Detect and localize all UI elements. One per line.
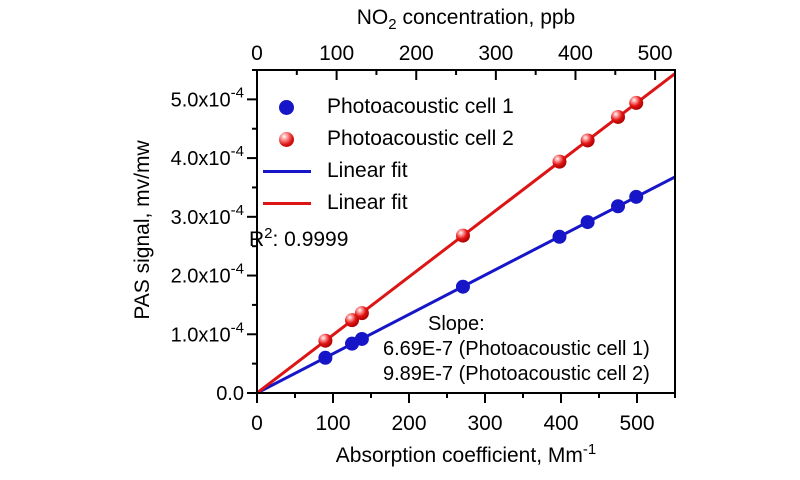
x-axis-title-text: Absorption coefficient, Mm xyxy=(335,444,583,467)
data-point-series-2 xyxy=(318,333,333,348)
legend: Photoacoustic cell 1 Photoacoustic cell … xyxy=(262,91,514,219)
series1-line-icon xyxy=(263,169,311,173)
legend-label: Photoacoustic cell 2 xyxy=(327,127,514,150)
top-axis-tick-label: 400 xyxy=(558,42,593,65)
legend-marker-wrap xyxy=(262,201,327,205)
x-axis-tick-label: 500 xyxy=(619,412,654,435)
slope-line-1: 6.69E-7 (Photoacoustic cell 1) xyxy=(383,338,650,360)
x-axis-tick-label: 200 xyxy=(391,412,426,435)
x-axis-tick-label: 400 xyxy=(543,412,578,435)
legend-marker-wrap xyxy=(262,169,327,173)
slope-title: Slope: xyxy=(428,313,485,335)
top-axis-title-text: concentration, ppb xyxy=(396,6,576,29)
top-axis-tick-label: 0 xyxy=(251,42,263,65)
x-axis-tick-label: 300 xyxy=(467,412,502,435)
plot-area: 0 100 200 300 400 500 0 100 200 300 400 500 0.0 1.0x1… xyxy=(171,42,676,435)
y-axis-tick-label: 2.0x10-4 xyxy=(171,261,244,288)
top-axis-tick-label: 300 xyxy=(478,42,513,65)
legend-item-fit-2: Linear fit xyxy=(262,187,514,219)
y-axis-tick-label: 4.0x10-4 xyxy=(171,143,244,170)
r-squared-text: R xyxy=(249,228,265,251)
r-squared-text: : 0.9999 xyxy=(272,228,349,251)
data-point-series-2 xyxy=(345,313,359,328)
legend-label: Photoacoustic cell 1 xyxy=(327,95,514,118)
series2-marker-icon xyxy=(279,131,294,147)
slope-line-2: 9.89E-7 (Photoacoustic cell 2) xyxy=(383,363,650,385)
x-axis-title: Absorption coefficient, Mm-1 xyxy=(257,441,675,468)
legend-item-cell-1: Photoacoustic cell 1 xyxy=(262,91,514,123)
y-axis-tick-label: 1.0x10-4 xyxy=(171,319,244,346)
x-axis-tick-label: 100 xyxy=(315,412,350,435)
legend-item-fit-1: Linear fit xyxy=(262,155,514,187)
y-axis-tick-label: 0.0 xyxy=(216,383,244,405)
y-axis-tick-label: 3.0x10-4 xyxy=(171,202,244,229)
top-axis-tick-label: 200 xyxy=(399,42,434,65)
data-point-series-2 xyxy=(354,306,369,321)
series2-line-icon xyxy=(263,201,311,205)
slope-annotation: Slope: 6.69E-7 (Photoacoustic cell 1) 9.… xyxy=(383,312,650,387)
data-point-series-1 xyxy=(354,331,369,346)
x-axis-tick-label: 0 xyxy=(251,412,263,435)
x-axis-title-superscript: -1 xyxy=(582,441,597,458)
legend-label: Linear fit xyxy=(327,159,408,182)
data-point-series-1 xyxy=(455,279,470,294)
data-point-series-2 xyxy=(629,95,644,110)
data-point-series-1 xyxy=(580,215,595,230)
plot-border xyxy=(256,69,676,394)
data-point-series-2 xyxy=(455,228,470,243)
data-point-series-1 xyxy=(552,229,567,244)
top-axis-tick-label: 500 xyxy=(638,42,673,65)
y-axis-title: PAS signal, mv/mw xyxy=(131,140,154,320)
data-point-series-1 xyxy=(629,189,644,204)
top-axis-title-text: NO xyxy=(356,6,389,29)
r-squared-superscript: 2 xyxy=(264,225,273,242)
data-point-series-1 xyxy=(318,350,333,365)
top-axis-title-subscript: 2 xyxy=(388,16,397,34)
series1-marker-icon xyxy=(279,99,294,115)
top-axis-title: NO2 concentration, ppb xyxy=(257,6,675,33)
data-point-series-2 xyxy=(552,154,567,169)
r-squared-annotation: R2: 0.9999 xyxy=(249,225,348,252)
legend-label: Linear fit xyxy=(327,191,408,214)
data-point-series-2 xyxy=(611,109,625,124)
legend-marker-wrap xyxy=(262,131,327,147)
legend-item-cell-2: Photoacoustic cell 2 xyxy=(262,123,514,155)
top-axis-tick-label: 100 xyxy=(319,42,354,65)
y-axis-tick-label: 5.0x10-4 xyxy=(171,84,244,111)
data-point-series-2 xyxy=(580,133,595,148)
data-point-series-1 xyxy=(611,199,625,214)
legend-marker-wrap xyxy=(262,99,327,115)
